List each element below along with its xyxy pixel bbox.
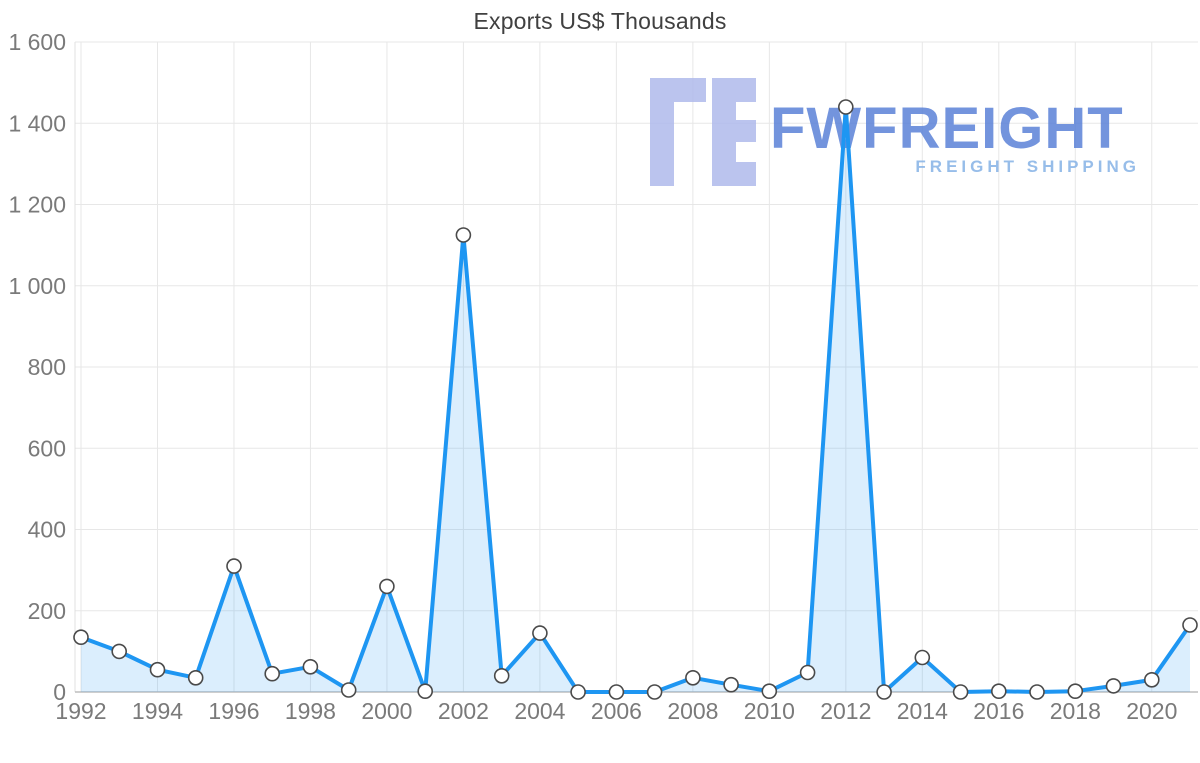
- y-tick-label: 200: [28, 598, 66, 624]
- x-tick-label: 1994: [132, 698, 183, 724]
- watermark-logo-icon: [650, 78, 756, 186]
- data-point[interactable]: [1029, 684, 1045, 700]
- x-tick-label: 1996: [208, 698, 259, 724]
- chart-title: Exports US$ Thousands: [473, 8, 727, 34]
- data-point[interactable]: [952, 684, 969, 700]
- data-point[interactable]: [723, 676, 739, 693]
- y-tick-label: 1 000: [8, 273, 66, 299]
- data-point[interactable]: [914, 649, 931, 666]
- x-tick-label: 2000: [361, 698, 412, 724]
- data-point[interactable]: [532, 625, 548, 641]
- data-point[interactable]: [73, 629, 89, 646]
- data-point[interactable]: [226, 558, 242, 574]
- data-point[interactable]: [1105, 678, 1122, 694]
- data-point[interactable]: [876, 684, 892, 700]
- x-tick-label: 1998: [285, 698, 336, 724]
- data-point[interactable]: [264, 665, 281, 682]
- data-point[interactable]: [149, 661, 166, 678]
- x-tick-label: 2018: [1050, 698, 1101, 724]
- series-line: [79, 105, 1192, 694]
- data-point[interactable]: [302, 658, 319, 675]
- data-point[interactable]: [187, 669, 204, 686]
- watermark-tagline: FREIGHT SHIPPING: [915, 157, 1140, 176]
- data-point[interactable]: [990, 683, 1007, 700]
- data-point[interactable]: [761, 683, 778, 700]
- data-point[interactable]: [493, 667, 510, 684]
- y-tick-label: 800: [28, 354, 66, 380]
- data-point[interactable]: [685, 669, 701, 686]
- data-point[interactable]: [608, 684, 625, 700]
- data-point[interactable]: [455, 227, 472, 243]
- data-point[interactable]: [340, 682, 357, 698]
- data-points: [73, 99, 1198, 700]
- x-axis-labels: 1992 1994 1996 1998 2000 2002 2004 2006 2008 2010…: [55, 698, 1177, 724]
- data-point[interactable]: [111, 643, 127, 660]
- data-point[interactable]: [799, 664, 816, 681]
- x-tick-label: 2014: [897, 698, 948, 724]
- watermark-brand: FWFREIGHT: [770, 96, 1124, 161]
- data-point[interactable]: [1182, 617, 1198, 633]
- data-point[interactable]: [837, 99, 854, 115]
- y-tick-label: 1 400: [8, 110, 66, 136]
- x-tick-label: 2008: [667, 698, 718, 724]
- y-tick-label: 1 600: [8, 29, 66, 55]
- gridlines: [75, 41, 1198, 692]
- data-point[interactable]: [1067, 683, 1084, 700]
- y-tick-label: 400: [28, 517, 66, 543]
- data-point[interactable]: [1144, 671, 1160, 688]
- x-tick-label: 2016: [973, 698, 1024, 724]
- x-tick-label: 2006: [591, 698, 642, 724]
- x-tick-label: 2020: [1126, 698, 1177, 724]
- data-point[interactable]: [417, 683, 434, 700]
- y-tick-label: 600: [28, 435, 66, 461]
- data-point[interactable]: [379, 578, 395, 595]
- x-tick-label: 2004: [514, 698, 565, 724]
- x-tick-label: 2012: [820, 698, 871, 724]
- x-tick-label: 2010: [744, 698, 795, 724]
- y-tick-label: 1 200: [8, 192, 66, 218]
- x-tick-label: 1992: [55, 698, 106, 724]
- x-tick-label: 2002: [438, 698, 489, 724]
- data-point[interactable]: [570, 684, 586, 700]
- data-point[interactable]: [646, 684, 663, 700]
- y-tick-label: 0: [53, 679, 66, 705]
- y-axis-labels: 0 200 400 600 800 1 000 1 200 1 400 1 600: [8, 29, 66, 705]
